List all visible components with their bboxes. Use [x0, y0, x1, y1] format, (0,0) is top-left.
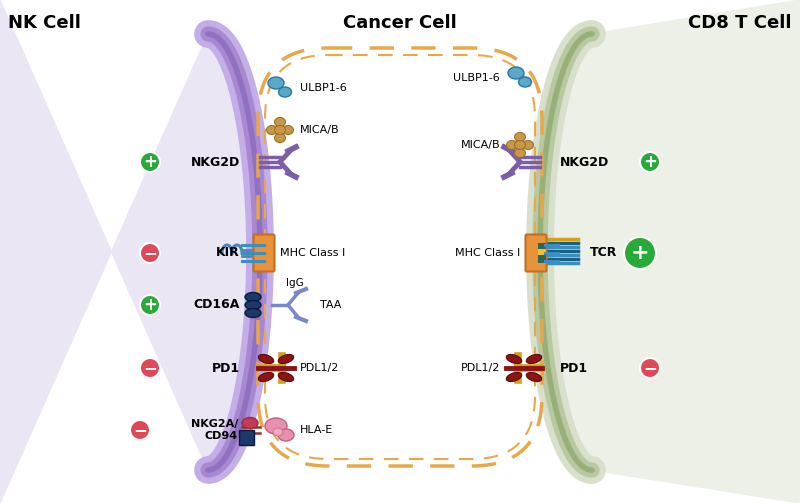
Ellipse shape [258, 355, 274, 364]
Circle shape [140, 243, 160, 263]
Ellipse shape [245, 293, 261, 301]
Circle shape [130, 420, 150, 440]
Text: MICA/B: MICA/B [460, 140, 500, 150]
Ellipse shape [266, 126, 278, 134]
Text: NK Cell: NK Cell [8, 14, 81, 32]
Ellipse shape [265, 418, 287, 434]
Ellipse shape [506, 372, 522, 382]
Text: HLA-E: HLA-E [300, 425, 334, 435]
Ellipse shape [273, 428, 283, 436]
Ellipse shape [268, 77, 284, 89]
Text: +: + [643, 153, 657, 171]
Text: +: + [143, 153, 157, 171]
Text: −: − [143, 359, 157, 377]
Ellipse shape [506, 355, 522, 364]
Text: PD1: PD1 [212, 362, 240, 375]
Circle shape [640, 358, 660, 378]
Text: KIR: KIR [216, 246, 240, 260]
Ellipse shape [526, 355, 542, 364]
Text: ULBP1-6: ULBP1-6 [454, 73, 500, 83]
Circle shape [624, 237, 656, 269]
Ellipse shape [514, 132, 526, 141]
FancyBboxPatch shape [526, 234, 546, 272]
FancyBboxPatch shape [538, 248, 546, 257]
Ellipse shape [282, 126, 294, 134]
Text: MICA/B: MICA/B [300, 125, 340, 135]
Circle shape [640, 152, 660, 172]
Ellipse shape [245, 300, 261, 309]
Text: +: + [630, 243, 650, 263]
Text: NKG2D: NKG2D [190, 155, 240, 169]
Text: PDL1/2: PDL1/2 [300, 363, 339, 373]
Ellipse shape [274, 126, 286, 134]
Ellipse shape [278, 355, 294, 364]
Text: CD8 T Cell: CD8 T Cell [689, 14, 792, 32]
Ellipse shape [278, 372, 294, 382]
Ellipse shape [526, 372, 542, 382]
Ellipse shape [242, 417, 258, 429]
Ellipse shape [514, 140, 526, 149]
Ellipse shape [258, 372, 274, 382]
Circle shape [140, 152, 160, 172]
Text: −: − [143, 244, 157, 262]
Ellipse shape [518, 77, 531, 87]
Text: MHC Class I: MHC Class I [280, 248, 346, 258]
Text: NKG2D: NKG2D [560, 155, 610, 169]
FancyBboxPatch shape [254, 234, 274, 272]
Text: IgG: IgG [286, 278, 304, 288]
Text: +: + [143, 296, 157, 314]
Ellipse shape [508, 67, 524, 79]
Ellipse shape [514, 148, 526, 157]
Polygon shape [0, 0, 260, 503]
Ellipse shape [274, 118, 286, 126]
Polygon shape [540, 0, 800, 503]
Text: −: − [133, 421, 147, 439]
Text: PD1: PD1 [560, 362, 588, 375]
Text: TAA: TAA [320, 300, 342, 310]
FancyBboxPatch shape [239, 430, 254, 445]
FancyBboxPatch shape [538, 255, 546, 263]
Circle shape [140, 295, 160, 315]
FancyBboxPatch shape [538, 242, 546, 250]
Text: −: − [643, 359, 657, 377]
Ellipse shape [506, 140, 518, 149]
Text: PDL1/2: PDL1/2 [461, 363, 500, 373]
Text: NKG2A/
CD94: NKG2A/ CD94 [190, 419, 238, 441]
Circle shape [140, 358, 160, 378]
Text: MHC Class I: MHC Class I [454, 248, 520, 258]
Ellipse shape [245, 308, 261, 317]
Ellipse shape [278, 429, 294, 441]
Text: ULBP1-6: ULBP1-6 [300, 83, 346, 93]
Text: Cancer Cell: Cancer Cell [343, 14, 457, 32]
Text: CD16A: CD16A [194, 298, 240, 311]
Text: TCR: TCR [590, 246, 618, 260]
Ellipse shape [274, 133, 286, 142]
Ellipse shape [278, 87, 291, 97]
Ellipse shape [522, 140, 534, 149]
